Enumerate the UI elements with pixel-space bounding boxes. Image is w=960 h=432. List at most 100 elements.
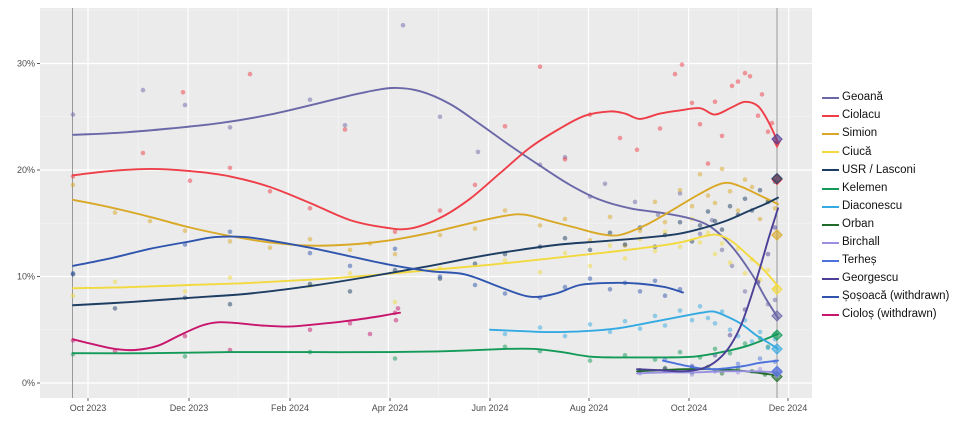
poll-point — [587, 322, 593, 327]
poll-point — [622, 256, 628, 261]
poll-point — [742, 70, 748, 76]
legend-color-line — [822, 97, 839, 100]
poll-point — [502, 258, 508, 263]
poll-point — [697, 231, 703, 237]
poll-point — [307, 97, 313, 102]
poll-point — [182, 333, 188, 339]
legend-item: USR / Lasconi — [822, 161, 949, 179]
legend-label: Kelemen — [842, 181, 888, 194]
poll-point — [267, 245, 273, 250]
poll-point — [749, 184, 755, 190]
poll-point — [712, 99, 718, 105]
poll-point — [765, 267, 771, 273]
poll-point — [227, 125, 233, 130]
result-diamond — [771, 172, 783, 185]
poll-point — [747, 74, 753, 79]
poll-point — [634, 147, 640, 153]
poll-point — [765, 251, 771, 257]
poll-point — [719, 133, 725, 139]
poll-point — [472, 182, 478, 188]
poll-point — [347, 263, 353, 269]
poll-point — [705, 161, 711, 166]
poll-point — [772, 225, 778, 230]
poll-point — [757, 216, 763, 222]
poll-point — [182, 102, 188, 108]
plot-panel — [40, 8, 812, 398]
poll-point — [727, 332, 733, 338]
result-diamond — [771, 283, 783, 296]
legend-item: Cioloș (withdrawn) — [822, 306, 949, 324]
poll-point — [672, 71, 678, 77]
legend-label: Ciucă — [842, 145, 872, 158]
poll-point — [502, 291, 508, 296]
poll-point — [112, 306, 118, 311]
poll-point — [697, 240, 703, 245]
legend-item: Orban — [822, 216, 949, 234]
legend-color-line — [822, 277, 839, 280]
result-diamond — [771, 329, 783, 341]
poll-point — [772, 297, 778, 303]
poll-point — [227, 165, 233, 171]
legend-label: Geoană — [842, 91, 883, 104]
poll-point — [587, 358, 593, 363]
result-diamond — [771, 310, 783, 322]
poll-point — [70, 182, 76, 188]
poll-point — [632, 199, 638, 205]
poll-point — [392, 356, 398, 361]
poll-point — [757, 366, 763, 372]
poll-point — [347, 247, 353, 253]
poll-point — [727, 203, 733, 209]
poll-point — [307, 206, 313, 211]
poll-point — [70, 112, 76, 117]
legend-color-line — [822, 115, 839, 118]
poll-point — [727, 189, 733, 194]
poll-point — [342, 123, 348, 128]
poll-point — [562, 235, 568, 241]
poll-point — [735, 361, 741, 367]
y-tick-label: 20% — [17, 165, 35, 175]
poll-point — [347, 289, 353, 294]
poll-point — [393, 317, 399, 323]
poll-point — [637, 228, 643, 233]
poll-point — [622, 318, 628, 324]
legend-label: Șoșoacă (withdrawn) — [842, 290, 950, 303]
legend-item: Geoană — [822, 89, 949, 107]
result-diamond — [771, 229, 783, 241]
poll-point — [759, 92, 765, 97]
poll-point — [742, 341, 748, 346]
poll-point — [562, 284, 568, 290]
poll-point — [757, 329, 763, 335]
x-tick-label: Jun 2024 — [471, 403, 508, 413]
poll-point — [652, 313, 658, 319]
poll-point — [502, 208, 508, 213]
poll-point — [689, 203, 695, 209]
poll-point — [472, 226, 478, 231]
poll-point — [400, 22, 406, 28]
poll-point — [697, 121, 703, 127]
poll-point — [652, 199, 658, 205]
poll-point — [587, 247, 593, 253]
poll-point — [392, 251, 398, 257]
poll-point — [727, 260, 733, 266]
poll-point — [735, 79, 741, 84]
poll-point — [607, 329, 613, 335]
poll-point — [757, 356, 763, 361]
poll-point — [562, 250, 568, 256]
poll-point — [187, 178, 193, 183]
poll-point — [562, 216, 568, 222]
poll-point — [637, 289, 643, 294]
poll-point — [662, 323, 668, 328]
poll-point — [587, 263, 593, 269]
x-tick-label: Apr 2024 — [372, 403, 409, 413]
x-tick-label: Aug 2024 — [570, 403, 609, 413]
legend-item: Ciucă — [822, 143, 949, 161]
trend-line — [72, 86, 779, 319]
legend-label: Diaconescu — [842, 199, 903, 212]
legend-item: Ciolacu — [822, 107, 949, 125]
poll-point — [537, 325, 543, 330]
y-tick-label: 0% — [22, 378, 35, 388]
poll-point — [719, 247, 725, 253]
legend-label: Terheș — [842, 254, 877, 267]
poll-point — [729, 83, 735, 89]
